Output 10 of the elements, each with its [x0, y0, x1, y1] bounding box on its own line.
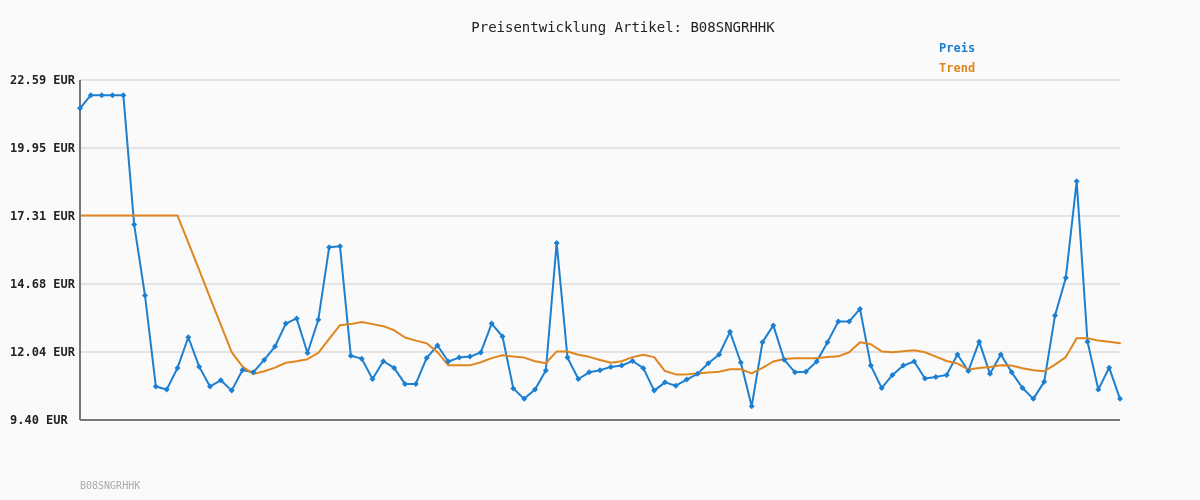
y-tick-label: 19.95 EUR [10, 141, 76, 156]
y-tick-label: 22.59 EUR [10, 73, 76, 88]
y-tick-label: 12.04 EUR [10, 345, 76, 360]
text: Preis [939, 41, 976, 55]
text: B08SNGRHHK [80, 480, 141, 491]
y-tick-label: 14.68 EUR [10, 277, 76, 292]
y-tick-label: 17.31 EUR [10, 209, 76, 224]
y-tick-label: 9.40 EUR [10, 413, 69, 428]
text: Trend [939, 61, 976, 75]
chart-title: Preisentwicklung Artikel: B08SNGRHHK [471, 19, 775, 35]
